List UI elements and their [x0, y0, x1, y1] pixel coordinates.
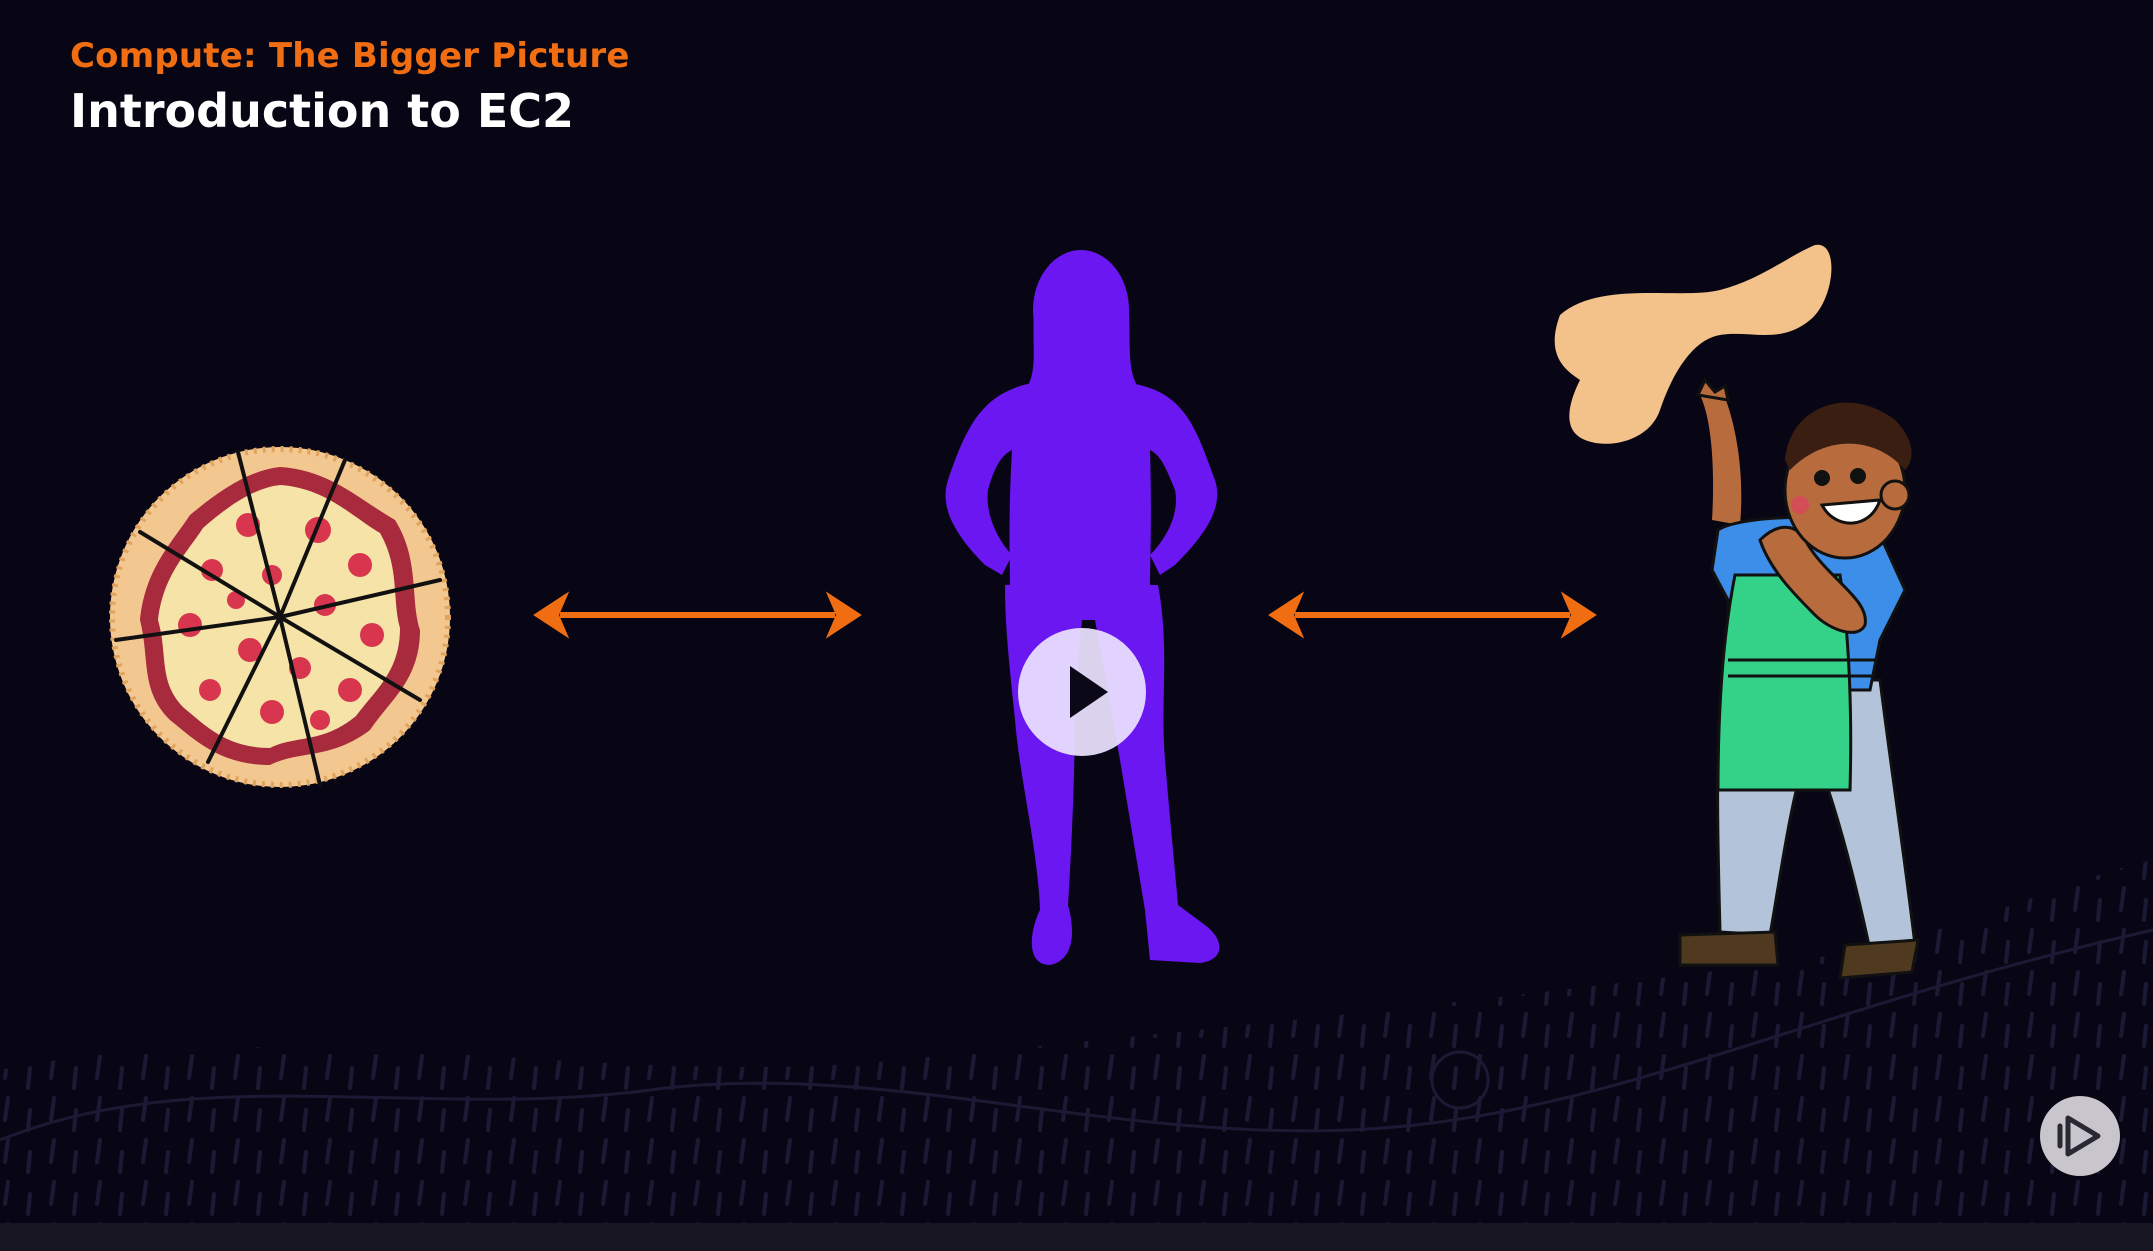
play-icon — [1070, 666, 1108, 718]
double-arrow-left — [533, 591, 862, 639]
customer-silhouette — [945, 250, 1220, 965]
pizza-chef-illustration — [1554, 244, 1920, 980]
clip-title: Introduction to EC2 — [70, 84, 575, 138]
double-arrow-right — [1268, 591, 1597, 639]
player-bottom-bar — [0, 1223, 2153, 1251]
ground-texture — [0, 860, 2153, 1223]
play-button[interactable] — [1018, 628, 1146, 756]
pluralsight-logo-icon — [2057, 1115, 2101, 1157]
pluralsight-logo-button[interactable] — [2040, 1096, 2120, 1176]
video-header: Compute: The Bigger Picture Introduction… — [70, 36, 630, 138]
pizza-illustration — [109, 446, 451, 788]
course-title: Compute: The Bigger Picture — [70, 36, 630, 76]
